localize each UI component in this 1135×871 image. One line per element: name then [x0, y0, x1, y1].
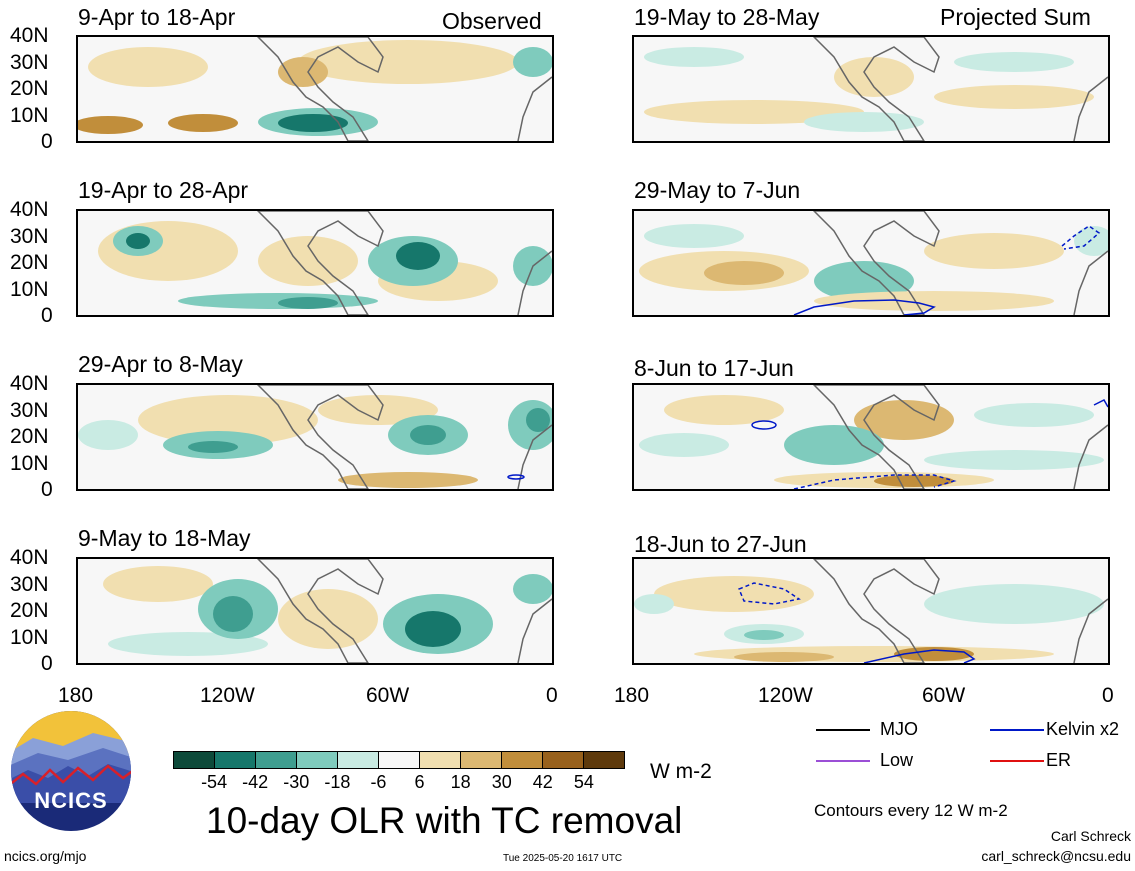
map-panel-projected-2 — [632, 209, 1110, 317]
legend-label-low: Low — [880, 750, 914, 770]
lat-tick-label: 10N — [10, 452, 49, 475]
colorbar-swatch — [543, 752, 584, 768]
lat-tick-label: 40N — [10, 198, 49, 221]
projected-sum-label: Projected Sum — [940, 4, 1091, 30]
panel-title-left-2: 19-Apr to 28-Apr — [78, 177, 249, 203]
logo-text: NCICS — [34, 788, 108, 813]
footer-email[interactable]: carl_schreck@ncsu.edu — [981, 848, 1131, 864]
map-panel-projected-3 — [632, 383, 1110, 491]
colorbar-label: -6 — [370, 772, 387, 792]
colorbar-label: -18 — [324, 772, 351, 792]
lon-tick-label: 120W — [200, 684, 255, 707]
lon-tick-label: 0 — [1102, 684, 1114, 707]
panel-title-left-3: 29-Apr to 8-May — [78, 351, 243, 377]
olr-anomaly-map — [634, 385, 1108, 489]
colorbar-swatch — [502, 752, 543, 768]
legend-line-er — [990, 760, 1044, 762]
colorbar-swatch — [338, 752, 379, 768]
lon-tick-label: 120W — [758, 684, 813, 707]
lon-tick-label: 60W — [366, 684, 410, 707]
observed-label: Observed — [442, 8, 542, 34]
lat-tick-label: 0 — [41, 130, 53, 153]
panel-title-right-3: 8-Jun to 17-Jun — [634, 355, 794, 381]
lon-tick-label: 180 — [614, 684, 650, 707]
lat-tick-label: 20N — [10, 425, 49, 448]
lat-tick-label: 10N — [10, 104, 49, 127]
olr-anomaly-map — [78, 559, 552, 663]
colorbar-swatch — [215, 752, 256, 768]
map-panel-observed-3 — [76, 383, 554, 491]
panel-title-right-2: 29-May to 7-Jun — [634, 177, 801, 203]
legend-line-kelvin — [990, 729, 1044, 731]
map-panel-projected-4 — [632, 557, 1110, 665]
colorbar-swatches — [173, 751, 625, 769]
lat-tick-label: 30N — [10, 399, 49, 422]
colorbar-label: 30 — [491, 772, 512, 792]
footer-author: Carl Schreck — [1050, 828, 1131, 844]
colorbar-label: 18 — [450, 772, 471, 792]
lat-tick-label: 10N — [10, 278, 49, 301]
colorbar-label: -54 — [201, 772, 228, 792]
lat-tick-label: 20N — [10, 251, 49, 274]
lat-tick-label: 30N — [10, 573, 49, 596]
lat-tick-label: 30N — [10, 51, 49, 74]
panel-title-right-4: 18-Jun to 27-Jun — [634, 531, 807, 557]
ncics-logo-icon — [11, 711, 131, 831]
main-title: 10-day OLR with TC removal — [206, 800, 683, 841]
olr-anomaly-map — [78, 37, 552, 141]
lat-tick-label: 20N — [10, 599, 49, 622]
lat-tick-label: 0 — [41, 652, 53, 675]
legend-line-mjo — [816, 729, 870, 731]
map-panel-observed-4 — [76, 557, 554, 665]
footer-timestamp: Tue 2025-05-20 1617 UTC — [503, 853, 623, 864]
colorbar-label: 6 — [414, 772, 425, 792]
olr-anomaly-map — [634, 37, 1108, 141]
lat-tick-label: 20N — [10, 77, 49, 100]
colorbar-swatch — [379, 752, 420, 768]
panel-title-left-4: 9-May to 18-May — [78, 525, 251, 551]
olr-anomaly-map — [78, 385, 552, 489]
lat-tick-label: 10N — [10, 626, 49, 649]
lon-tick-label: 180 — [58, 684, 94, 707]
lat-tick-label: 40N — [10, 372, 49, 395]
olr-anomaly-map — [78, 211, 552, 315]
lat-tick-label: 0 — [41, 478, 53, 501]
contour-note: Contours every 12 W m-2 — [814, 801, 1008, 820]
colorbar-swatch — [256, 752, 297, 768]
map-panel-observed-1 — [76, 35, 554, 143]
lat-tick-label: 40N — [10, 24, 49, 47]
colorbar-swatch — [174, 752, 215, 768]
colorbar-label: -30 — [283, 772, 310, 792]
colorbar-label: -42 — [242, 772, 269, 792]
panel-title-left-1: 9-Apr to 18-Apr — [78, 4, 236, 30]
olr-anomaly-map — [634, 211, 1108, 315]
map-panel-projected-1 — [632, 35, 1110, 143]
colorbar-unit: W m-2 — [650, 760, 712, 783]
colorbar-swatch — [420, 752, 461, 768]
map-panel-observed-2 — [76, 209, 554, 317]
lat-tick-label: 0 — [41, 304, 53, 327]
footer-url[interactable]: ncics.org/mjo — [4, 848, 87, 864]
legend-label-mjo: MJO — [880, 719, 918, 739]
colorbar-label: 54 — [573, 772, 594, 792]
colorbar-swatch — [584, 752, 624, 768]
lat-tick-label: 30N — [10, 225, 49, 248]
olr-anomaly-map — [634, 559, 1108, 663]
colorbar-swatch — [461, 752, 502, 768]
lon-tick-label: 0 — [546, 684, 558, 707]
ncics-logo: NCICS — [8, 708, 134, 834]
legend-label-er: ER — [1046, 750, 1072, 770]
colorbar-label: 42 — [532, 772, 553, 792]
legend-label-kelvin: Kelvin x2 — [1046, 719, 1120, 739]
colorbar-swatch — [297, 752, 338, 768]
lon-tick-label: 60W — [922, 684, 966, 707]
lat-tick-label: 40N — [10, 546, 49, 569]
panel-title-right-1: 19-May to 28-May — [634, 4, 820, 30]
legend-line-low — [816, 760, 870, 762]
